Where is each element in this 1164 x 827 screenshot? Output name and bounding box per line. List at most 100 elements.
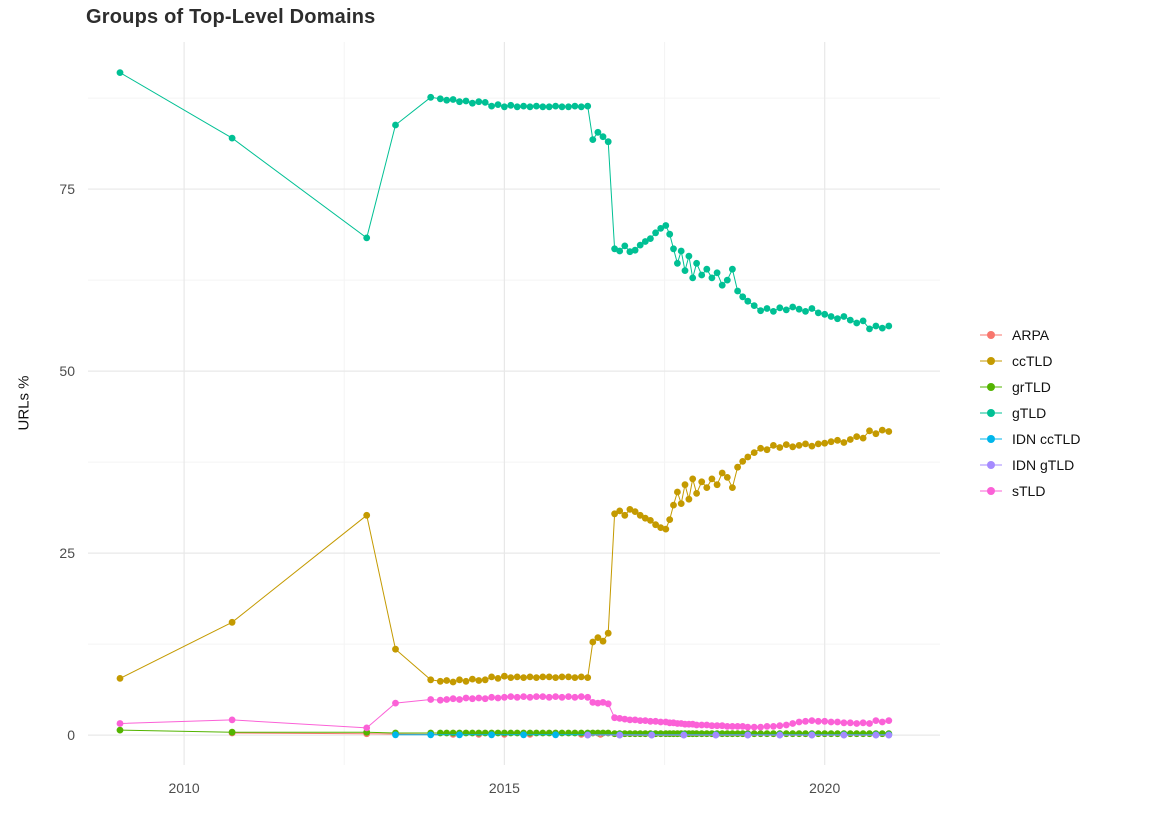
legend: ARPA ccTLD grTLD gTLD IDN ccTLD IDN gTLD sTLD: [978, 327, 1080, 499]
data-point: [475, 694, 483, 702]
data-point: [763, 723, 771, 730]
data-point: [782, 730, 790, 738]
data-point: [808, 305, 816, 312]
data-point: [718, 722, 726, 730]
y-tick-label: 25: [59, 545, 75, 561]
y-tick-label: 0: [67, 727, 75, 743]
data-point: [599, 699, 607, 706]
data-point: [708, 475, 716, 483]
data-point: [670, 501, 677, 509]
data-point: [723, 723, 731, 730]
legend-item-stld: sTLD: [978, 483, 1080, 499]
data-point: [840, 719, 848, 727]
data-point: [703, 265, 711, 273]
data-point: [571, 693, 579, 701]
data-point: [577, 693, 585, 700]
data-point: [469, 729, 476, 737]
data-point: [729, 265, 736, 273]
data-point: [565, 729, 572, 737]
data-point: [739, 723, 747, 730]
data-point: [513, 729, 521, 737]
legend-key-icon: [980, 435, 1002, 443]
legend-key-icon: [980, 357, 1002, 365]
data-point: [698, 478, 706, 486]
data-point: [652, 717, 659, 725]
data-point: [750, 730, 758, 738]
data-point: [763, 730, 771, 738]
data-point: [488, 102, 495, 110]
data-point: [558, 729, 566, 737]
data-point: [475, 729, 483, 737]
data-point: [494, 729, 502, 737]
data-point: [776, 444, 784, 451]
data-point: [685, 495, 693, 503]
data-point: [872, 731, 880, 739]
data-point: [689, 274, 697, 282]
data-point: [834, 436, 841, 444]
data-point: [872, 717, 880, 724]
data-point: [770, 442, 777, 449]
data-point: [469, 675, 476, 683]
data-point: [443, 677, 451, 684]
data-point: [626, 506, 634, 513]
data-point: [558, 693, 566, 701]
data-point: [827, 438, 835, 446]
data-point: [703, 484, 711, 491]
data-point: [662, 525, 670, 533]
data-point: [821, 730, 829, 738]
data-point: [552, 731, 559, 739]
data-point: [885, 428, 893, 435]
data-point: [744, 297, 752, 305]
data-point: [666, 230, 674, 238]
data-point: [449, 695, 457, 703]
data-point: [662, 222, 670, 229]
data-point: [729, 723, 736, 730]
data-point: [545, 729, 553, 737]
data-point: [821, 439, 829, 447]
data-point: [228, 728, 236, 736]
data-point: [533, 729, 540, 737]
data-point: [776, 722, 784, 730]
data-point: [739, 458, 747, 465]
legend-label: IDN gTLD: [1012, 457, 1075, 473]
data-point: [552, 674, 559, 681]
data-point: [363, 724, 371, 732]
data-point: [533, 674, 540, 681]
data-point: [713, 722, 721, 730]
data-point: [840, 439, 848, 446]
data-point: [520, 693, 527, 700]
data-point: [677, 500, 685, 507]
legend-item-cctld: ccTLD: [978, 353, 1080, 369]
data-point: [443, 696, 451, 703]
data-point: [392, 645, 399, 653]
data-point: [584, 102, 592, 110]
data-point: [840, 313, 848, 320]
legend-label: sTLD: [1012, 483, 1046, 499]
data-point: [520, 102, 527, 110]
data-point: [853, 433, 861, 440]
data-point: [885, 717, 893, 724]
chart-title: Groups of Top-Level Domains: [86, 6, 376, 28]
data-point: [594, 128, 602, 136]
data-point: [513, 673, 521, 681]
data-point: [647, 517, 654, 524]
data-point: [814, 309, 822, 317]
data-point: [866, 427, 873, 435]
data-point: [853, 730, 861, 738]
data-point: [757, 307, 764, 315]
data-point: [763, 446, 771, 454]
data-point: [859, 317, 867, 325]
data-point: [443, 96, 451, 104]
data-point: [488, 673, 495, 681]
data-point: [770, 723, 777, 730]
data-point: [436, 729, 444, 737]
data-point: [565, 693, 572, 700]
legend-item-grtld: grTLD: [978, 379, 1080, 395]
data-point: [545, 103, 553, 111]
data-point: [674, 488, 681, 496]
data-point: [539, 693, 547, 700]
x-tick-label: 2015: [489, 780, 520, 796]
data-point: [449, 729, 457, 737]
data-point: [228, 134, 236, 142]
legend-label: gTLD: [1012, 405, 1047, 421]
